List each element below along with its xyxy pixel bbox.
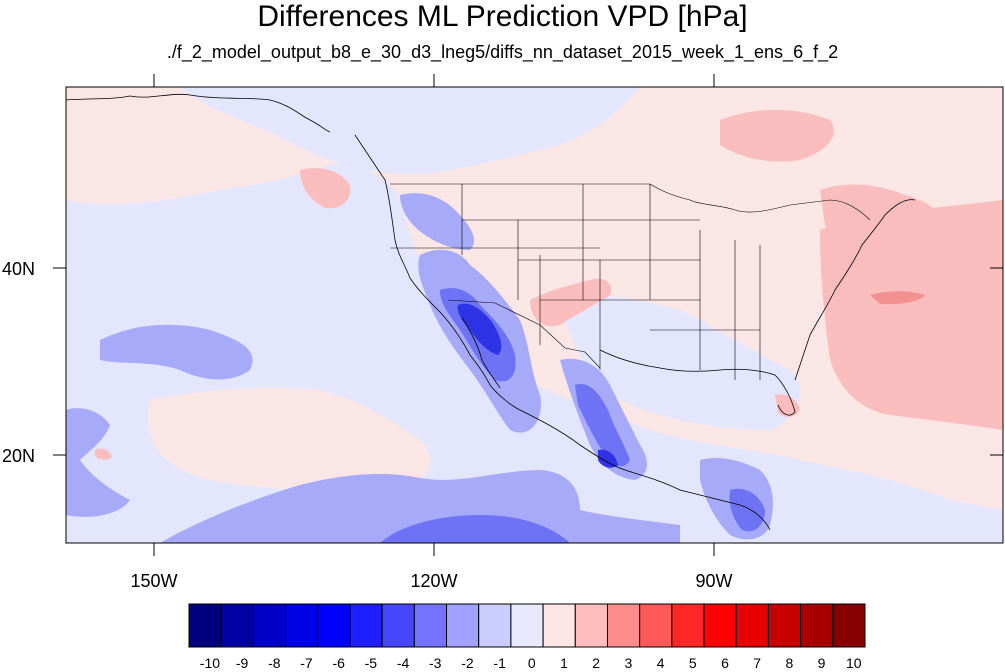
colorbar-label: -6 (332, 655, 345, 671)
colorbar-swatch (252, 603, 287, 648)
field-deep-blue-mexico (598, 449, 618, 468)
field-blue-mexico (575, 384, 630, 467)
colorbar-swatch (381, 603, 415, 648)
border-us-canada (390, 183, 871, 221)
border-us-mexico (447, 299, 601, 369)
colorbar-swatch (510, 603, 544, 648)
colorbar-swatch (767, 603, 802, 648)
colorbar-swatch (671, 603, 705, 648)
field-pink-pacific (148, 388, 431, 492)
colorbar-swatch (703, 603, 737, 648)
x-tick-label: 150W (130, 571, 177, 591)
tick-marks (53, 74, 1003, 556)
field-blue-pacific-south (380, 515, 570, 543)
y-axis-labels: 40N 20N (2, 259, 35, 466)
colorbar-label: 7 (753, 655, 761, 671)
colorbar: -10 -9 -8 -7 -6 -5 -4 -3 -2 -1 0 1 2 3 4 5 6 7 8 9 10 (188, 603, 866, 671)
field-light-blue-canada (180, 87, 640, 175)
colorbar-swatch (446, 603, 480, 648)
colorbar-swatch (542, 603, 576, 648)
colorbar-label: 4 (657, 655, 665, 671)
colorbar-swatch (220, 603, 254, 648)
field-red-pacific-north (300, 168, 351, 209)
colorbar-swatch (413, 603, 448, 648)
colorbar-label: -3 (429, 655, 442, 671)
x-axis-labels: 150W 120W 90W (130, 571, 732, 591)
x-tick-label: 90W (695, 571, 732, 591)
colorbar-label: 3 (625, 655, 633, 671)
colorbar-swatch (800, 603, 834, 648)
colorbar-swatch (606, 603, 641, 648)
field-blue-central-america (729, 488, 765, 532)
colorbar-label: 0 (528, 655, 536, 671)
colorbar-label: 6 (721, 655, 729, 671)
field-red-patch-atlantic (870, 291, 925, 305)
field-mid-blue-south-pacific (160, 470, 680, 543)
colorbar-swatch (349, 603, 383, 648)
coastline-mexico (519, 409, 771, 531)
field-red-canada-east (720, 109, 834, 162)
colorbar-label: -4 (397, 655, 410, 671)
colorbar-label: -8 (268, 655, 281, 671)
coastline-baja (461, 317, 501, 389)
coastline-west (354, 134, 521, 411)
border-states-horizontal (390, 219, 760, 331)
colorbar-swatch (317, 603, 351, 648)
colorbar-label: 1 (560, 655, 568, 671)
field-red-atlantic (820, 200, 1003, 430)
colorbar-swatch (285, 603, 319, 648)
colorbar-swatch (574, 603, 608, 648)
coastlines (66, 93, 916, 531)
colorbar-label: 5 (689, 655, 697, 671)
x-tick-label: 120W (410, 571, 457, 591)
colorbar-label: 10 (846, 655, 862, 671)
y-tick-label: 20N (2, 446, 35, 466)
map-subtitle: ./f_2_model_output_b8_e_30_d3_lneg5/diff… (166, 42, 839, 62)
state-borders (390, 183, 871, 380)
field-mid-blue-west-pacific (100, 324, 253, 380)
y-tick-label: 40N (2, 259, 35, 279)
colorbar-swatch (639, 603, 673, 648)
colorbar-swatch (832, 603, 866, 648)
colorbar-swatch (478, 603, 512, 648)
field-light-blue-east (560, 295, 801, 430)
colorbar-label: -2 (461, 655, 474, 671)
colorbar-label: -7 (300, 655, 313, 671)
coastline-east (794, 199, 916, 381)
field-red-plains (530, 278, 612, 327)
colorbar-label: -9 (236, 655, 249, 671)
colorbar-label: 9 (818, 655, 826, 671)
colorbar-label: 8 (785, 655, 793, 671)
field-red-hawaii (95, 448, 112, 460)
colorbar-swatch (188, 603, 222, 648)
colorbar-label: -10 (200, 655, 220, 671)
colorbar-label: 2 (592, 655, 600, 671)
coastline-alaska (66, 93, 331, 133)
plot-frame (65, 86, 1004, 544)
field-deep-blue-california (457, 303, 502, 355)
colorbar-label: -1 (493, 655, 506, 671)
field-mid-blue-canada (400, 193, 475, 250)
coastline-gulf (599, 349, 796, 416)
map-title: Differences ML Prediction VPD [hPa] (257, 0, 748, 33)
colorbar-swatch (735, 603, 769, 648)
difference-field (66, 87, 1003, 543)
field-mid-blue-hawaii (66, 408, 130, 517)
colorbar-label: -5 (365, 655, 378, 671)
